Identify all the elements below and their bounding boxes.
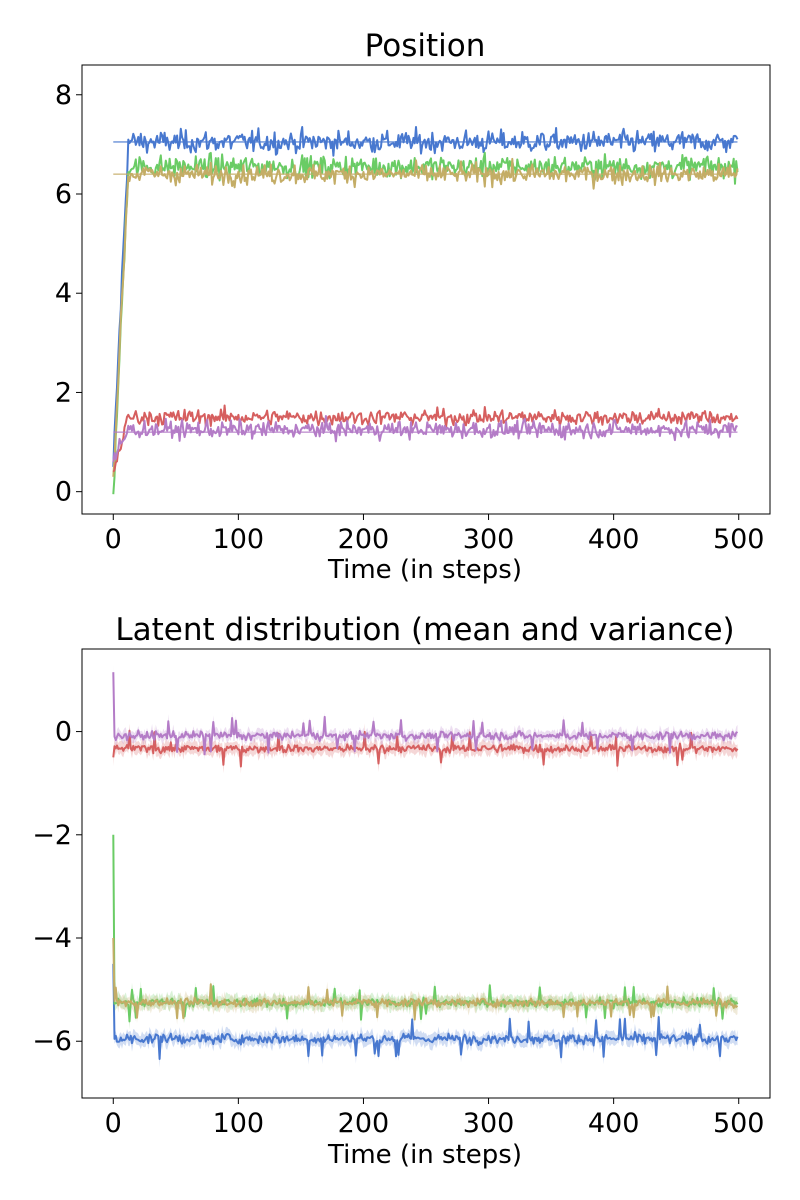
latent-plot-frame bbox=[81, 648, 771, 1099]
position-series bbox=[112, 126, 739, 495]
position-x-tick-label: 0 bbox=[105, 524, 122, 555]
latent-x-axis-label: Time (in steps) bbox=[327, 1140, 522, 1170]
latent-x-tick-label: 300 bbox=[463, 1108, 515, 1139]
latent-y-tick-label: −4 bbox=[32, 923, 72, 954]
position-x-tick-label: 200 bbox=[338, 524, 390, 555]
position-series-line bbox=[112, 415, 738, 463]
latent-y-tick-label: −2 bbox=[32, 820, 72, 851]
position-y-tick-label: 8 bbox=[55, 80, 72, 111]
latent-panel: Latent distribution (mean and variance) … bbox=[32, 612, 771, 1170]
latent-series-line bbox=[112, 963, 739, 1060]
position-y-tick-label: 4 bbox=[55, 278, 72, 309]
position-x-tick-label: 500 bbox=[713, 524, 765, 555]
latent-x-tick-label: 200 bbox=[338, 1108, 390, 1139]
latent-y-tick-label: −6 bbox=[32, 1026, 72, 1057]
position-series-line bbox=[112, 151, 739, 495]
latent-y-tick-label: 0 bbox=[55, 717, 72, 748]
position-y-tick-label: 0 bbox=[55, 477, 72, 508]
position-y-tick-label: 6 bbox=[55, 179, 72, 210]
latent-x-tick-label: 400 bbox=[588, 1108, 640, 1139]
position-x-tick-label: 100 bbox=[213, 524, 265, 555]
latent-x-tick-label: 100 bbox=[213, 1108, 265, 1139]
latent-ticks: 0 100 200 300 400 500 0 −2 −4 −6 bbox=[32, 717, 764, 1139]
latent-series bbox=[112, 665, 739, 1068]
position-y-tick-label: 2 bbox=[55, 377, 72, 408]
position-series-line bbox=[112, 157, 739, 477]
position-series-line bbox=[112, 404, 739, 473]
latent-title: Latent distribution (mean and variance) bbox=[115, 612, 734, 648]
latent-x-tick-label: 500 bbox=[713, 1108, 765, 1139]
latent-series-line bbox=[112, 672, 739, 756]
position-panel: Position 0 100 200 300 400 500 0 2 4 6 8 Time (in … bbox=[55, 28, 771, 585]
position-x-tick-label: 400 bbox=[588, 524, 640, 555]
position-ticks: 0 100 200 300 400 500 0 2 4 6 8 bbox=[55, 80, 765, 555]
position-series-line bbox=[112, 126, 739, 467]
position-plot-frame bbox=[81, 64, 771, 515]
position-x-tick-label: 300 bbox=[463, 524, 515, 555]
position-x-axis-label: Time (in steps) bbox=[327, 555, 522, 585]
position-title: Position bbox=[365, 28, 486, 64]
latent-x-tick-label: 0 bbox=[105, 1108, 122, 1139]
latent-series-line bbox=[112, 937, 739, 1021]
